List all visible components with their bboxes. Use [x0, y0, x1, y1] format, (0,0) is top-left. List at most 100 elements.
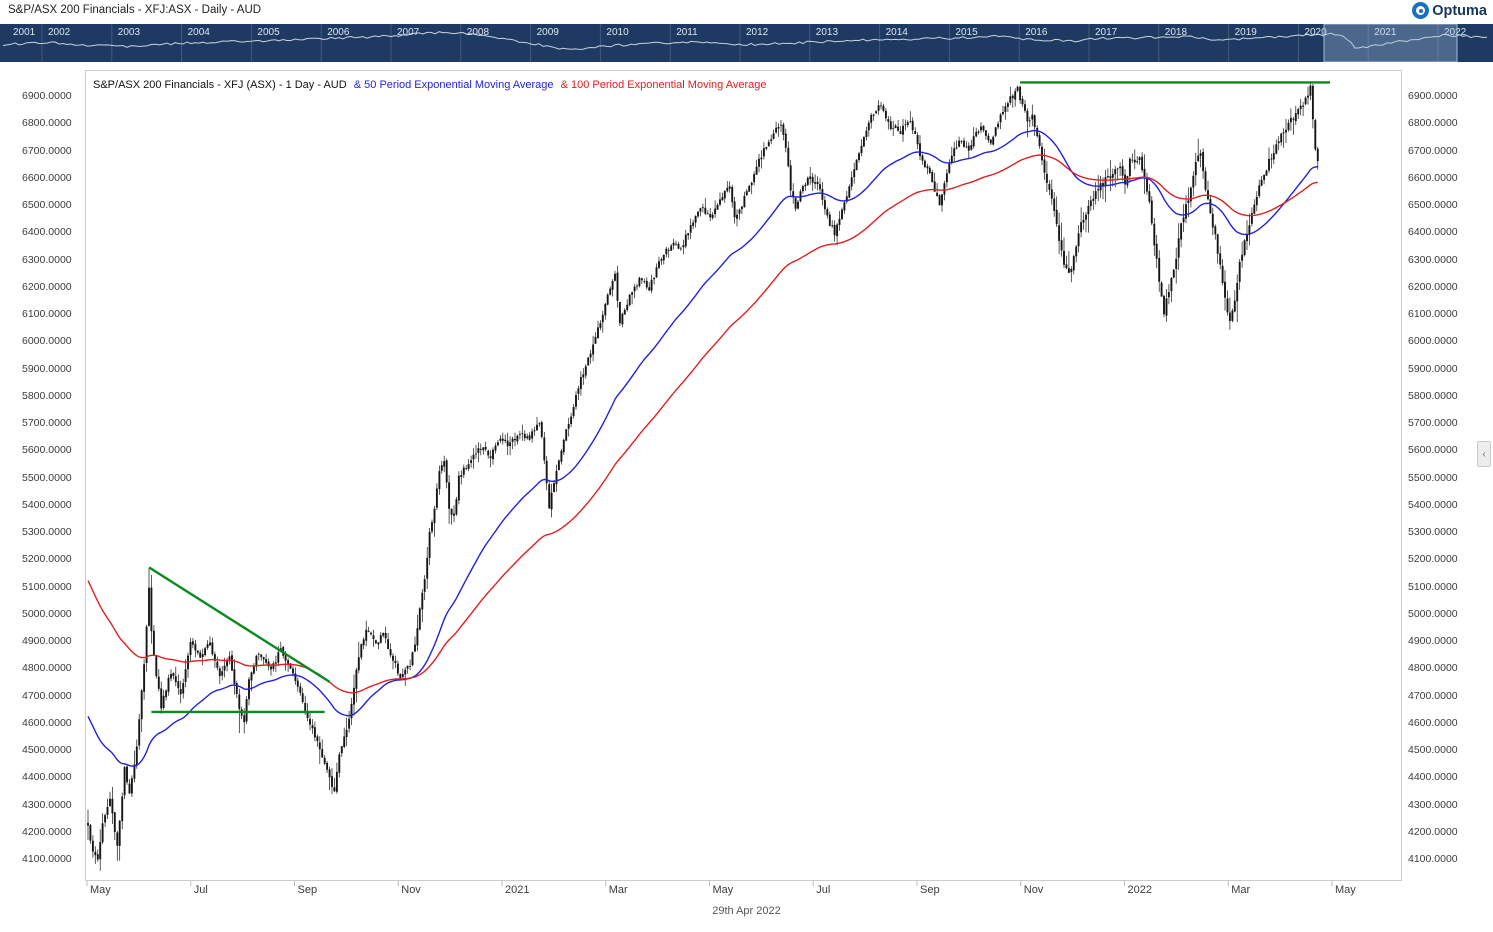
y-axis-label-left: 4300.0000: [22, 798, 72, 811]
x-axis-tick-label: May: [1335, 884, 1356, 896]
title-bar: S&P/ASX 200 Financials - XFJ:ASX - Daily…: [0, 0, 1493, 24]
y-axis-label-right: 6800.0000: [1408, 117, 1458, 130]
y-axis-label-right: 5700.0000: [1408, 417, 1458, 429]
window-title: S&P/ASX 200 Financials - XFJ:ASX - Daily…: [8, 4, 262, 16]
y-axis-label-left: 5800.0000: [22, 389, 72, 402]
nav-year-label: 2020: [1304, 27, 1327, 38]
x-axis-tick-label: Nov: [401, 884, 421, 896]
nav-year-label: 2019: [1235, 27, 1258, 38]
y-axis-label-left: 5700.0000: [22, 417, 72, 429]
x-axis-tick-label: Sep: [298, 884, 318, 896]
navigator-selection-window[interactable]: [1323, 24, 1458, 62]
y-axis-label-right: 5800.0000: [1408, 389, 1458, 402]
y-axis-label-right: 6000.0000: [1408, 335, 1458, 348]
y-axis-label-left: 5900.0000: [22, 362, 72, 375]
x-axis-tick-label: Jul: [816, 884, 830, 896]
x-axis-tick-label: Mar: [1231, 884, 1250, 896]
y-axis-label-left: 4600.0000: [22, 716, 72, 729]
timeline-navigator[interactable]: 2001 2002 2003 2004 2005 2006 2007 2008 2009 2010…: [0, 24, 1493, 62]
y-axis-label-right: 5100.0000: [1408, 580, 1458, 593]
ema50-line: [87, 129, 1318, 767]
optuma-logo-text: Optuma: [1432, 2, 1487, 19]
y-axis-label-left: 6600.0000: [22, 171, 72, 184]
ema100-line: [87, 154, 1318, 694]
price-chart[interactable]: May Jul Sep Nov 2021 Mar May Jul Sep Nov 2022 Mar Ma…: [0, 62, 1493, 900]
y-axis-label-right: 4700.0000: [1408, 689, 1458, 702]
y-axis-label-right: 6300.0000: [1408, 253, 1458, 266]
nav-year-label: 2013: [816, 27, 839, 38]
y-axis-label-right: 5600.0000: [1408, 444, 1458, 457]
nav-year-label: 2011: [676, 27, 698, 38]
nav-year-label: 2002: [48, 27, 71, 38]
legend-ema100-label: & 100 Period Exponential Moving Average: [560, 79, 767, 91]
y-axis-label-right: 4500.0000: [1408, 744, 1458, 756]
overview-line: [2, 31, 1488, 50]
y-axis-label-right: 6500.0000: [1408, 199, 1458, 211]
x-axis-tick-label: Sep: [920, 884, 940, 896]
nav-year-label: 2006: [327, 27, 350, 38]
y-axis-label-left: 4700.0000: [22, 689, 72, 702]
y-axis-label-right: 6100.0000: [1408, 308, 1458, 320]
x-axis-tick-label: May: [90, 884, 111, 896]
y-axis-label-left: 5000.0000: [22, 607, 72, 620]
y-axis-label-right: 5300.0000: [1408, 526, 1458, 538]
y-axis-label-left: 4900.0000: [22, 635, 72, 647]
nav-year-label: 2022: [1444, 27, 1467, 38]
candlestick-wicks: [87, 83, 1319, 871]
y-axis-label-right: 6700.0000: [1408, 144, 1458, 157]
y-axis-label-left: 6700.0000: [22, 144, 72, 157]
y-axis-label-left: 5200.0000: [22, 553, 72, 566]
y-axis-label-left: 6800.0000: [22, 117, 72, 130]
optuma-logo-icon: [1412, 2, 1430, 19]
last-date-label: 29th Apr 2022: [712, 905, 781, 917]
y-axis-label-right: 4300.0000: [1408, 798, 1458, 811]
x-axis-tick-label: May: [713, 884, 734, 896]
x-axis-tick-label: Mar: [609, 884, 628, 896]
nav-year-label: 2009: [537, 27, 560, 38]
legend-symbol-label: S&P/ASX 200 Financials - XFJ (ASX) - 1 D…: [93, 79, 347, 91]
x-axis-tick-label: Jul: [194, 884, 208, 896]
y-axis-label-left: 6200.0000: [22, 280, 72, 293]
y-axis-label-left: 4200.0000: [22, 825, 72, 838]
y-axis-label-right: 5200.0000: [1408, 553, 1458, 566]
nav-year-label: 2008: [467, 27, 490, 38]
nav-year-label: 2010: [606, 27, 629, 38]
y-axis-label-left: 5500.0000: [22, 471, 72, 484]
y-axis-label-right: 6400.0000: [1408, 226, 1458, 239]
y-axis-label-left: 6900.0000: [22, 90, 72, 102]
trendline-1[interactable]: [148, 566, 331, 683]
nav-year-label: 2004: [188, 27, 211, 38]
y-axis-label-left: 6100.0000: [22, 308, 72, 320]
y-axis-label-left: 5100.0000: [22, 580, 72, 593]
collapse-panel-button[interactable]: ‹: [1477, 441, 1491, 467]
y-axis-label-right: 5900.0000: [1408, 362, 1458, 375]
legend-ema50-label: & 50 Period Exponential Moving Average: [353, 79, 554, 91]
x-axis-tick-label: 2022: [1128, 884, 1152, 896]
y-axis-label-right: 4200.0000: [1408, 825, 1458, 838]
nav-year-label: 2014: [886, 27, 909, 38]
y-axis-label-right: 5000.0000: [1408, 607, 1458, 620]
y-axis-label-left: 4500.0000: [22, 744, 72, 756]
y-axis-label-right: 4800.0000: [1408, 662, 1458, 675]
y-axis-label-left: 4800.0000: [22, 662, 72, 675]
y-axis-label-right: 6200.0000: [1408, 280, 1458, 293]
plot-border: [85, 70, 1402, 881]
y-axis-label-right: 4900.0000: [1408, 635, 1458, 647]
navigator-background: [0, 24, 1493, 62]
chart-legend: S&P/ASX 200 Financials - XFJ (ASX) - 1 D…: [93, 79, 770, 91]
candlestick-bodies: [87, 85, 1319, 860]
y-axis-label-right: 5500.0000: [1408, 471, 1458, 484]
y-axis-label-left: 4100.0000: [22, 853, 72, 865]
y-axis-label-right: 6600.0000: [1408, 171, 1458, 184]
y-axis-label-right: 5400.0000: [1408, 498, 1458, 511]
nav-year-label: 2015: [955, 27, 978, 38]
y-axis-label-left: 4400.0000: [22, 771, 72, 784]
y-axis-label-right: 4400.0000: [1408, 771, 1458, 784]
y-axis-label-right: 4600.0000: [1408, 716, 1458, 729]
nav-year-label: 2007: [397, 27, 420, 38]
y-axis-label-right: 6900.0000: [1408, 90, 1458, 102]
y-axis-label-left: 6000.0000: [22, 335, 72, 348]
y-axis-label-left: 6500.0000: [22, 199, 72, 211]
nav-year-label: 2021: [1374, 27, 1397, 38]
